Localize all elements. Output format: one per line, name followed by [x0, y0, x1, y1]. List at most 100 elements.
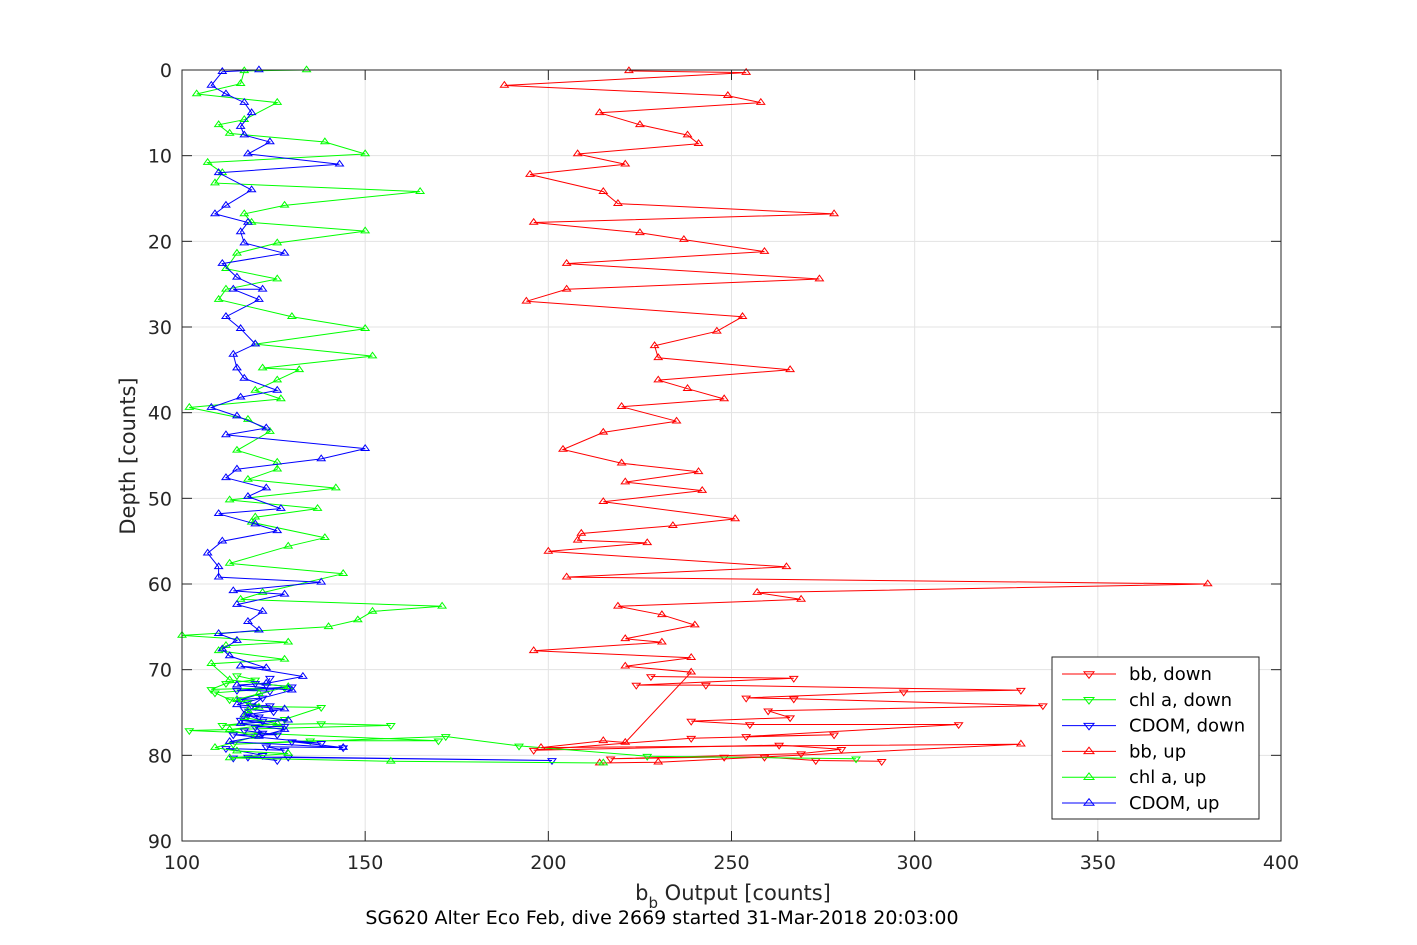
data-point — [220, 264, 231, 272]
data-point — [440, 734, 451, 742]
data-point — [231, 700, 242, 708]
data-point — [598, 186, 609, 194]
data-point — [686, 735, 697, 743]
figure-caption: SG620 Alter Eco Feb, dive 2669 started 3… — [365, 907, 958, 929]
data-point — [242, 617, 253, 624]
data-point — [755, 97, 766, 105]
x-axis-label-main: b — [635, 881, 648, 905]
legend-marker — [1082, 671, 1096, 680]
data-point — [184, 402, 195, 410]
data-point — [257, 363, 268, 371]
data-point — [547, 758, 557, 766]
data-point — [316, 577, 327, 585]
data-point — [224, 697, 235, 705]
data-point — [242, 217, 253, 225]
data-point — [272, 274, 283, 282]
x-tick-label: 200 — [530, 852, 566, 874]
data-point — [235, 324, 246, 332]
data-point — [272, 97, 283, 105]
data-point — [722, 91, 733, 98]
data-point — [220, 89, 231, 97]
data-point — [360, 149, 371, 157]
data-point — [246, 185, 257, 193]
data-point — [634, 228, 645, 236]
y-tick-label: 80 — [148, 745, 172, 767]
data-point — [620, 477, 631, 485]
data-point — [360, 443, 371, 451]
data-point — [514, 743, 524, 751]
data-point — [286, 685, 297, 693]
data-point — [667, 521, 678, 529]
legend-entry: chl a, down — [1062, 690, 1232, 711]
data-point — [202, 157, 213, 165]
data-point — [283, 748, 294, 756]
data-point — [352, 615, 363, 623]
data-point — [220, 430, 231, 438]
x-tick-label: 400 — [1263, 852, 1299, 874]
data-point — [785, 715, 796, 723]
legend-box — [1051, 656, 1260, 820]
data-point — [367, 351, 378, 359]
y-tick-label: 90 — [148, 831, 172, 853]
data-point — [338, 569, 349, 577]
data-point — [239, 728, 250, 736]
data-point — [261, 744, 272, 752]
data-point — [678, 234, 689, 242]
data-point — [231, 464, 242, 472]
data-point — [242, 474, 253, 482]
data-point — [220, 284, 231, 292]
data-point — [700, 682, 711, 690]
data-point — [231, 363, 242, 371]
data-point — [279, 747, 290, 755]
data-point — [1015, 739, 1026, 747]
data-point — [213, 120, 224, 128]
data-point — [250, 385, 261, 393]
data-point — [264, 703, 275, 711]
data-point — [741, 67, 752, 75]
data-point — [213, 294, 224, 302]
x-tick-label: 150 — [347, 852, 383, 874]
data-point — [781, 562, 792, 570]
data-point — [576, 528, 587, 536]
data-point — [499, 80, 510, 88]
data-point — [279, 724, 290, 732]
data-point — [206, 80, 217, 88]
data-point — [561, 572, 572, 580]
x-tick-label: 250 — [713, 852, 749, 874]
data-point — [209, 209, 220, 217]
data-point — [851, 756, 862, 764]
data-point — [605, 756, 616, 764]
data-point — [572, 149, 583, 157]
data-point — [829, 209, 840, 217]
x-axis-label: bb Output [counts] — [635, 881, 831, 912]
data-point — [250, 677, 261, 685]
series-3 — [499, 66, 1213, 766]
data-point — [239, 209, 250, 217]
data-point — [231, 599, 242, 607]
legend-marker — [1082, 697, 1096, 705]
data-point — [334, 159, 345, 167]
data-point — [763, 708, 774, 716]
data-point — [228, 732, 239, 740]
data-point — [686, 667, 697, 675]
data-point — [272, 718, 283, 726]
series-line — [504, 70, 1208, 764]
data-point — [253, 714, 264, 722]
data-point — [286, 312, 297, 320]
data-point — [671, 416, 682, 424]
data-point — [836, 747, 847, 754]
data-point — [829, 732, 840, 740]
data-point — [645, 674, 656, 682]
data-point — [239, 373, 250, 381]
legend-marker — [1082, 797, 1096, 806]
data-point — [231, 445, 242, 453]
legend-label: CDOM, up — [1129, 793, 1219, 814]
data-point — [231, 680, 242, 688]
data-point — [228, 284, 239, 292]
data-point — [536, 742, 546, 750]
data-point — [697, 485, 708, 493]
legend-entry: bb, up — [1062, 741, 1186, 762]
data-point — [319, 137, 330, 145]
data-point — [286, 684, 297, 692]
data-point — [598, 497, 609, 505]
